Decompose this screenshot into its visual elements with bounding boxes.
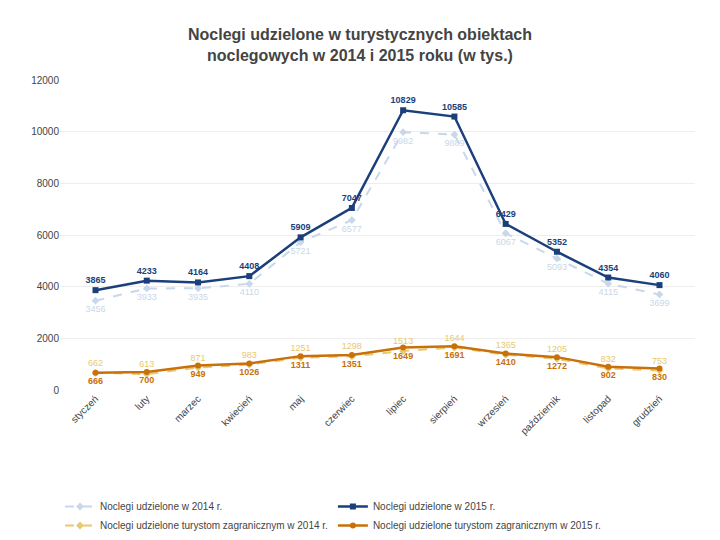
svg-text:5909: 5909	[291, 222, 311, 232]
svg-text:2000: 2000	[37, 333, 60, 344]
svg-text:4000: 4000	[37, 281, 60, 292]
svg-text:10000: 10000	[31, 126, 59, 137]
svg-text:4060: 4060	[649, 270, 669, 280]
svg-text:1351: 1351	[342, 359, 362, 369]
svg-text:6067: 6067	[496, 237, 516, 247]
svg-text:983: 983	[242, 350, 257, 360]
svg-text:1298: 1298	[342, 341, 362, 351]
svg-text:sierpień: sierpień	[427, 393, 460, 426]
svg-text:Noclegi udzielone w 2014 r.: Noclegi udzielone w 2014 r.	[100, 501, 222, 512]
svg-text:8000: 8000	[37, 178, 60, 189]
svg-text:4354: 4354	[598, 263, 618, 273]
svg-text:4233: 4233	[137, 266, 157, 276]
svg-text:luty: luty	[133, 393, 152, 412]
svg-text:0: 0	[53, 385, 59, 396]
svg-text:662: 662	[88, 358, 103, 368]
svg-text:6000: 6000	[37, 230, 60, 241]
svg-text:marzec: marzec	[172, 393, 203, 424]
svg-text:czerwiec: czerwiec	[322, 393, 357, 428]
svg-text:4164: 4164	[188, 267, 208, 277]
svg-text:3699: 3699	[649, 298, 669, 308]
svg-text:871: 871	[191, 353, 206, 363]
svg-text:3933: 3933	[137, 292, 157, 302]
svg-text:Noclegi udzielone turystom zag: Noclegi udzielone turystom zagranicznym …	[100, 520, 328, 531]
svg-text:3865: 3865	[85, 275, 105, 285]
svg-text:10585: 10585	[442, 102, 467, 112]
svg-text:maj: maj	[286, 393, 305, 412]
svg-text:4115: 4115	[599, 287, 618, 297]
svg-text:830: 830	[652, 372, 667, 382]
svg-text:listopad: listopad	[581, 393, 613, 425]
svg-text:kwiecień: kwiecień	[219, 393, 254, 428]
svg-text:5721: 5721	[291, 246, 311, 256]
svg-text:1644: 1644	[444, 333, 464, 343]
svg-text:Noclegi udzielone w 2015 r.: Noclegi udzielone w 2015 r.	[373, 501, 495, 512]
svg-text:5093: 5093	[547, 262, 567, 272]
svg-text:1365: 1365	[496, 340, 516, 350]
svg-text:Noclegi udzielone turystom zag: Noclegi udzielone turystom zagranicznym …	[373, 520, 601, 531]
svg-text:lipiec: lipiec	[384, 393, 408, 417]
svg-text:5352: 5352	[547, 237, 567, 247]
svg-text:1251: 1251	[291, 343, 311, 353]
svg-text:6577: 6577	[342, 224, 362, 234]
svg-text:styczeń: styczeń	[69, 393, 101, 425]
svg-text:4110: 4110	[240, 287, 259, 297]
svg-text:październik: październik	[518, 392, 562, 436]
svg-text:832: 832	[601, 354, 616, 364]
svg-text:666: 666	[88, 376, 103, 386]
svg-text:6429: 6429	[496, 209, 516, 219]
svg-text:902: 902	[601, 370, 616, 380]
svg-text:9982: 9982	[393, 136, 413, 146]
svg-text:10829: 10829	[391, 95, 416, 105]
svg-text:9889: 9889	[444, 138, 464, 148]
svg-text:grudzień: grudzień	[630, 393, 665, 428]
svg-text:1649: 1649	[393, 351, 413, 361]
svg-text:3935: 3935	[188, 292, 208, 302]
svg-text:1272: 1272	[547, 361, 567, 371]
svg-text:1311: 1311	[291, 360, 311, 370]
svg-text:7047: 7047	[342, 193, 362, 203]
svg-text:753: 753	[652, 356, 667, 366]
svg-text:wrzesień: wrzesień	[474, 393, 510, 429]
svg-text:613: 613	[139, 359, 154, 369]
svg-text:4408: 4408	[239, 261, 259, 271]
svg-text:1691: 1691	[444, 350, 464, 360]
svg-text:949: 949	[191, 369, 206, 379]
svg-text:1205: 1205	[547, 344, 567, 354]
svg-text:12000: 12000	[31, 75, 59, 86]
svg-text:1410: 1410	[496, 357, 516, 367]
svg-text:1026: 1026	[239, 367, 259, 377]
svg-text:1513: 1513	[393, 336, 413, 346]
svg-text:700: 700	[139, 375, 154, 385]
svg-text:Noclegi udzielone w turystyczn: Noclegi udzielone w turystycznych obiekt…	[188, 26, 532, 64]
svg-text:3456: 3456	[85, 304, 105, 314]
